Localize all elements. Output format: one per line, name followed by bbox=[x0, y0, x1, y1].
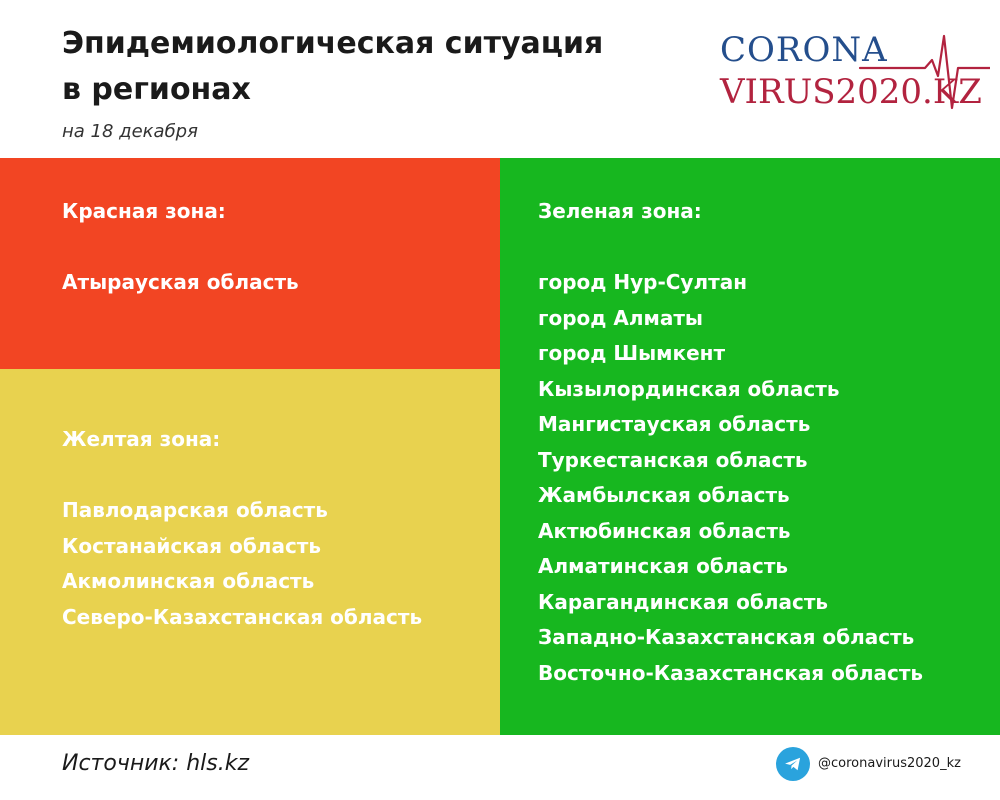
date-subtitle: на 18 декабря bbox=[62, 121, 198, 142]
region-item: Кызылординская область bbox=[538, 376, 840, 401]
yellow-zone-panel: Желтая зона: Павлодарская область Костан… bbox=[0, 369, 500, 735]
region-item: Атырауская область bbox=[62, 270, 299, 294]
region-item: Северо-Казахстанская область bbox=[62, 604, 423, 629]
telegram-icon[interactable] bbox=[776, 747, 810, 781]
logo-text-bottom: VIRUS2020.KZ bbox=[720, 72, 982, 112]
page-title-line-1: Эпидемиологическая ситуация bbox=[62, 26, 604, 61]
region-item: Павлодарская область bbox=[62, 498, 328, 522]
paper-plane-icon bbox=[785, 757, 801, 771]
red-zone-heading: Красная зона: bbox=[62, 199, 226, 223]
region-item: город Алматы bbox=[538, 305, 704, 330]
region-item: Мангистауская область bbox=[538, 412, 811, 436]
green-zone-heading: Зеленая зона: bbox=[538, 199, 702, 223]
logo-text-top: CORONA bbox=[720, 30, 888, 70]
region-item: Костанайская область bbox=[62, 533, 322, 558]
region-item: Актюбинская область bbox=[538, 518, 791, 543]
region-item: Жамбылская область bbox=[538, 483, 790, 507]
region-item: Акмолинская область bbox=[62, 569, 315, 593]
region-item: Алматинская область bbox=[538, 554, 789, 578]
coronavirus2020-logo: CORONA VIRUS2020.KZ bbox=[720, 30, 990, 116]
red-zone-panel: Красная зона: Атырауская область bbox=[0, 158, 500, 369]
region-item: Восточно-Казахстанская область bbox=[538, 660, 924, 685]
region-item: Западно-Казахстанская область bbox=[538, 625, 915, 649]
green-zone-panel: Зеленая зона: город Нур-Султан город Алм… bbox=[500, 158, 1000, 735]
telegram-handle-text[interactable]: @coronavirus2020_kz bbox=[818, 756, 961, 771]
yellow-zone-region-list: Павлодарская область Костанайская област… bbox=[62, 493, 422, 635]
page-title-line-2: в регионах bbox=[62, 72, 251, 107]
region-item: Карагандинская область bbox=[538, 589, 829, 614]
telegram-handle[interactable]: @coronavirus2020_kz bbox=[776, 746, 961, 782]
source-credit: Источник: hls.kz bbox=[62, 751, 249, 776]
region-item: город Нур-Султан bbox=[538, 270, 748, 294]
red-zone-region-list: Атырауская область bbox=[62, 265, 299, 301]
region-item: город Шымкент bbox=[538, 341, 726, 365]
region-item: Туркестанская область bbox=[538, 447, 808, 472]
green-zone-region-list: город Нур-Султан город Алматы город Шымк… bbox=[538, 265, 923, 691]
yellow-zone-heading: Желтая зона: bbox=[62, 427, 221, 451]
